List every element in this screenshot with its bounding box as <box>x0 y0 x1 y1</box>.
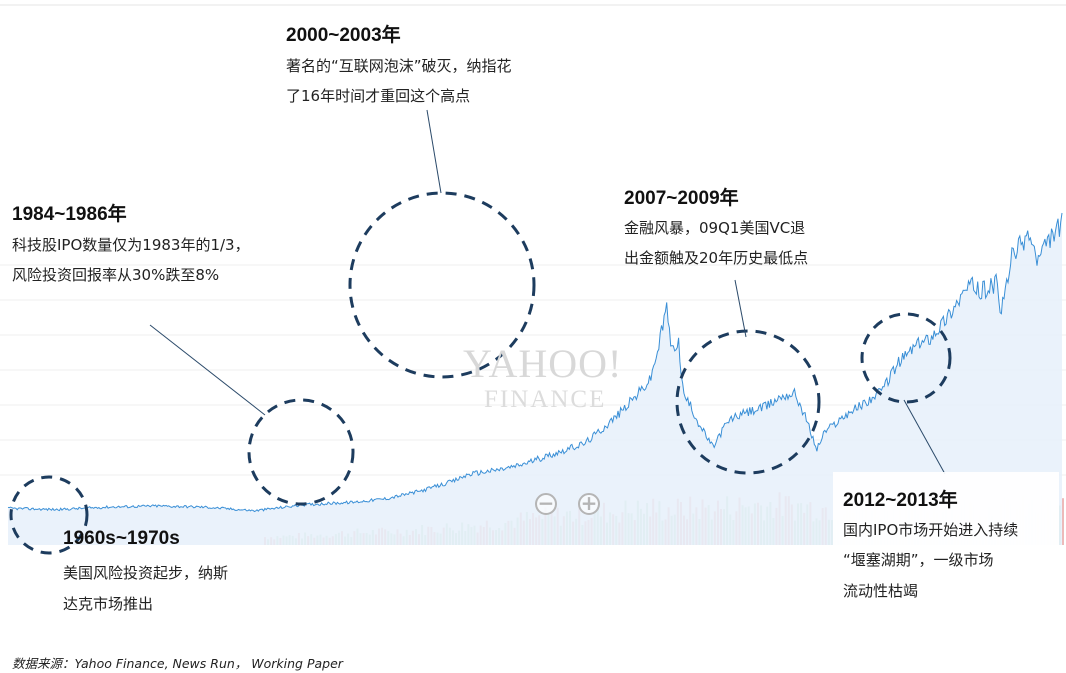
highlight-circle <box>860 312 952 404</box>
watermark-yahoo: YAHOO! <box>463 341 623 386</box>
annotation-text-2012-line3: 流动性枯竭 <box>843 582 919 600</box>
data-source-note: 数据来源：Yahoo Finance, News Run， Working Pa… <box>12 656 343 671</box>
zoom-out-icon[interactable]: − <box>535 493 557 515</box>
highlight-circle <box>247 398 355 506</box>
watermark-finance: FINANCE <box>484 386 607 413</box>
callout-line <box>903 399 946 475</box>
annotation-title-2007: 2007~2009年 <box>624 188 739 209</box>
annotation-text-2007-line1: 金融风暴，09Q1美国VC退 <box>624 219 806 237</box>
annotation-text-2007-line2: 出金额触及20年历史最低点 <box>624 249 809 267</box>
annotation-text-2012-line1: 国内IPO市场开始进入持续 <box>843 521 1019 539</box>
annotation-text-1960s-line2: 达克市场推出 <box>63 595 154 613</box>
callout-lines <box>149 109 946 475</box>
highlight-circle <box>348 191 536 379</box>
annotation-title-1960s: 1960s~1970s <box>63 528 180 549</box>
annotation-title-2012: 2012~2013年 <box>843 490 958 511</box>
callout-line <box>734 279 747 338</box>
volume-bar <box>1062 498 1064 545</box>
highlight-circle <box>675 329 821 475</box>
annotation-text-1984-line2: 风险投资回报率从30%跌至8% <box>12 266 220 284</box>
chart-gridlines <box>0 4 1066 476</box>
annotation-title-2000: 2000~2003年 <box>286 25 401 46</box>
highlight-circle <box>9 475 89 555</box>
price-line <box>7 212 1063 513</box>
annotation-text-1960s-line1: 美国风险投资起步，纳斯 <box>63 564 229 582</box>
annotation-text-1984-line1: 科技股IPO数量仅为1983年的1/3， <box>12 236 250 254</box>
annotation-title-1984: 1984~1986年 <box>12 204 127 225</box>
annotation-text-2000-line1: 著名的“互联网泡沫”破灭，纳指花 <box>286 57 512 75</box>
annotation-box-2012 <box>833 472 1059 612</box>
zoom-in-icon[interactable]: + <box>578 493 600 515</box>
callout-line <box>426 109 442 194</box>
callout-line <box>149 324 266 416</box>
annotation-text-2012-line2: “堰塞湖期”，一级市场 <box>843 551 994 569</box>
highlight-circles <box>9 191 952 555</box>
price-area <box>8 213 1062 545</box>
annotation-text-2000-line2: 了16年时间才重回这个高点 <box>286 87 471 105</box>
